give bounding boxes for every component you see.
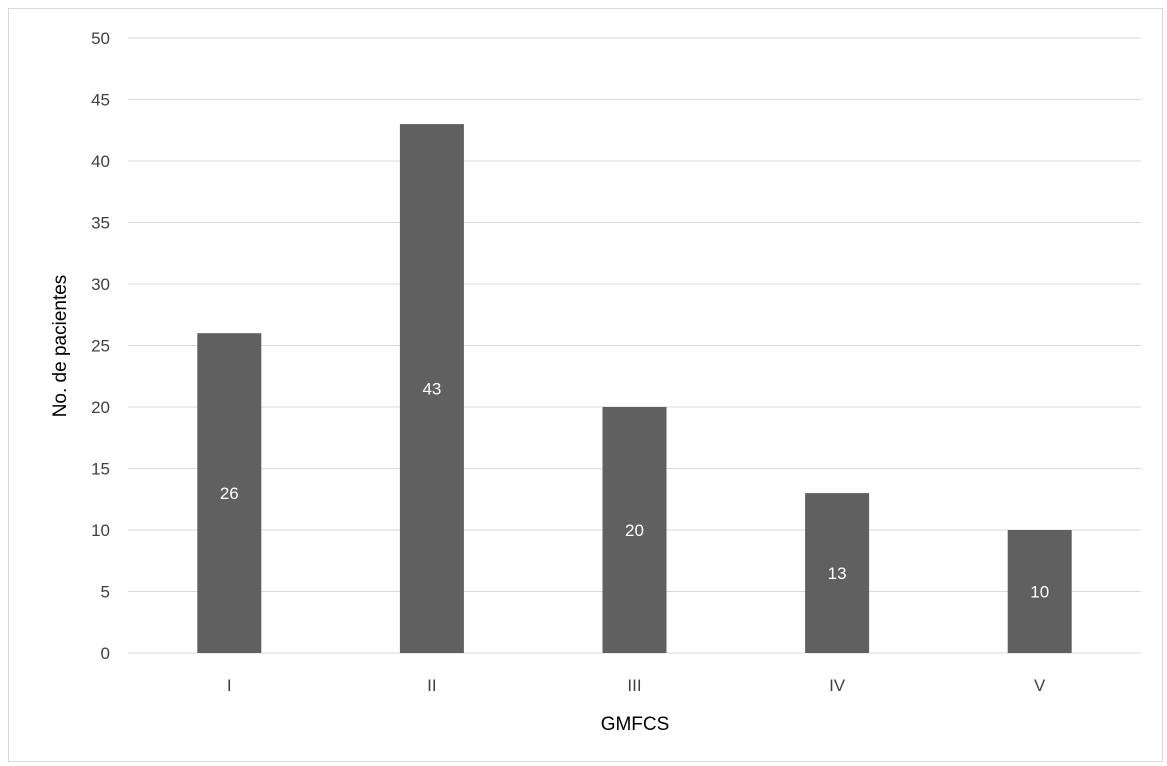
x-tick-label: V: [1034, 676, 1046, 695]
data-label: 43: [422, 380, 441, 399]
bars: [197, 124, 1072, 654]
data-label: 10: [1030, 583, 1049, 602]
x-tick-label: I: [227, 676, 232, 695]
bar-II: [399, 124, 464, 654]
bar-I: [197, 333, 262, 653]
y-tick-label: 20: [91, 398, 110, 417]
y-tick-label: 15: [91, 460, 110, 479]
data-label: 26: [220, 484, 239, 503]
x-tick-label: III: [627, 676, 641, 695]
y-tick-label: 30: [91, 275, 110, 294]
x-axis-tick-labels: I II III IV V: [227, 676, 1046, 695]
y-tick-label: 0: [101, 644, 110, 663]
y-axis-tick-labels: 0 5 10 15 20 25 30 35 40 45 50: [91, 29, 110, 663]
gridlines: [128, 37, 1141, 654]
x-tick-label: IV: [829, 676, 846, 695]
bar-V: [1007, 530, 1072, 653]
data-labels: 26 43 20 13 10: [220, 380, 1049, 602]
y-axis-title: No. de pacientes: [50, 275, 71, 418]
x-axis-title: GMFCS: [601, 714, 670, 735]
y-tick-label: 50: [91, 29, 110, 48]
y-tick-label: 5: [101, 583, 110, 602]
y-tick-label: 45: [91, 91, 110, 110]
y-tick-label: 10: [91, 521, 110, 540]
y-tick-label: 25: [91, 337, 110, 356]
bar-III: [602, 407, 667, 653]
x-tick-label: II: [427, 676, 436, 695]
y-tick-label: 40: [91, 152, 110, 171]
data-label: 13: [828, 564, 847, 583]
y-tick-label: 35: [91, 214, 110, 233]
data-label: 20: [625, 521, 644, 540]
bar-IV: [805, 493, 870, 653]
